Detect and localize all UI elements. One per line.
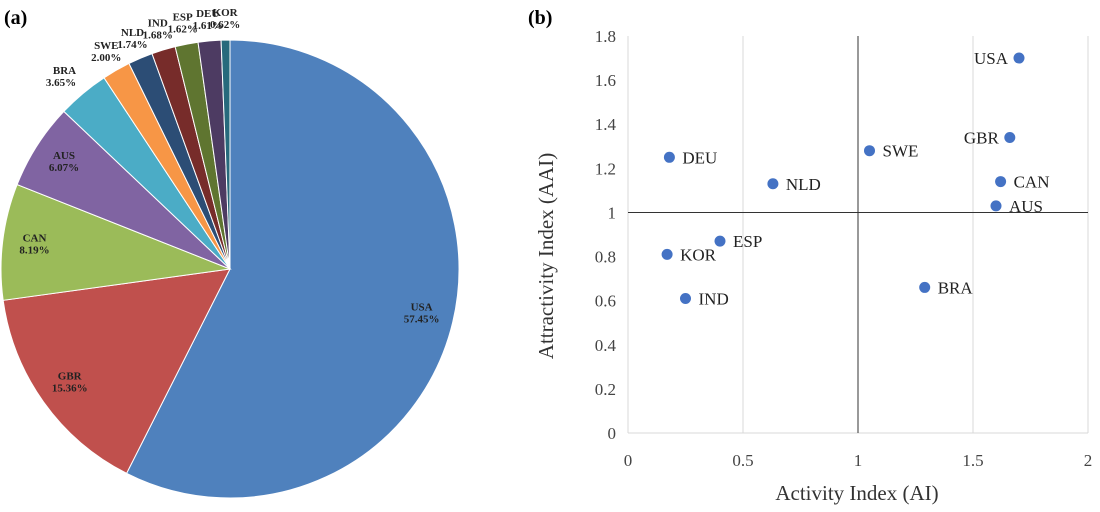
x-tick-label-2: 1 xyxy=(854,451,863,470)
pie-label-aus: AUS 6.07% xyxy=(49,150,79,174)
pie-slice-gbr xyxy=(2,268,231,475)
point-nld xyxy=(767,178,779,190)
point-aus xyxy=(990,200,1002,212)
y-tick-label-8: 1.6 xyxy=(595,71,616,90)
y-tick-label-3: 0.6 xyxy=(595,292,616,311)
pie-label-deu: DEU 1.61% xyxy=(193,8,223,32)
point-can xyxy=(995,176,1007,188)
point-ind xyxy=(680,292,691,304)
pie-label-bra: BRA 3.65% xyxy=(46,65,76,89)
scatter-reference-lines xyxy=(628,36,1088,433)
point-label-ind: IND xyxy=(699,289,729,308)
pie-label-swe: SWE 2.00% xyxy=(91,40,121,64)
pie-slice-can xyxy=(0,183,232,301)
pie-label-ind: IND 1.68% xyxy=(143,18,173,42)
x-tick-label-1: 0.5 xyxy=(732,451,753,470)
pie-slice-kor xyxy=(220,39,231,270)
panel-a-label: (a) xyxy=(4,7,27,29)
pie-slices xyxy=(0,39,460,499)
y-tick-label-6: 1.2 xyxy=(595,159,616,178)
y-tick-label-2: 0.4 xyxy=(595,336,617,355)
point-label-usa: USA xyxy=(974,49,1009,68)
point-label-deu: DEU xyxy=(682,148,717,167)
point-label-nld: NLD xyxy=(786,175,821,194)
point-label-swe: SWE xyxy=(883,142,919,161)
x-tick-label-0: 0 xyxy=(624,451,633,470)
point-label-aus: AUS xyxy=(1009,197,1043,216)
scatter-points: USA GBR CAN AUS SWE BRA DEU NLD ESP KOR IND xyxy=(661,49,1050,308)
pie-chart: USA 57.45% GBR 15.36% CAN 8.19% AUS 6.07% BRA 3.6… xyxy=(0,7,460,499)
point-label-esp: ESP xyxy=(733,232,762,251)
y-tick-label-9: 1.8 xyxy=(595,27,616,46)
panel-b-label: (b) xyxy=(528,7,552,29)
point-gbr xyxy=(1004,131,1016,143)
pie-label-usa: USA 57.45% xyxy=(404,302,440,326)
x-axis-title: Activity Index (AI) xyxy=(775,481,938,505)
point-deu xyxy=(663,151,675,163)
y-tick-label-0: 0 xyxy=(608,424,617,443)
pie-label-gbr: GBR 15.36% xyxy=(52,370,88,394)
pie-slice-usa xyxy=(125,39,460,499)
point-kor xyxy=(661,248,673,260)
x-tick-label-3: 1.5 xyxy=(962,451,983,470)
pie-label-nld: NLD 1.74% xyxy=(117,27,147,51)
point-label-gbr: GBR xyxy=(964,128,1000,147)
point-label-bra: BRA xyxy=(938,278,974,297)
point-label-kor: KOR xyxy=(680,245,717,264)
pie-labels: USA 57.45% GBR 15.36% CAN 8.19% AUS 6.07% BRA 3.6… xyxy=(19,7,439,394)
point-bra xyxy=(919,281,931,293)
pie-label-esp: ESP 1.62% xyxy=(168,12,198,36)
y-tick-label-7: 1.4 xyxy=(595,115,617,134)
y-tick-label-1: 0.2 xyxy=(595,380,616,399)
point-label-can: CAN xyxy=(1014,173,1050,192)
point-swe xyxy=(864,145,875,157)
scatter-ticks: 0 0.5 1 1.5 2 0 0.2 0.4 0.6 0.8 1 1.2 1.4 1.6 1.8 xyxy=(595,27,1093,470)
x-tick-label-4: 2 xyxy=(1084,451,1093,470)
scatter-chart: 0 0.5 1 1.5 2 0 0.2 0.4 0.6 0.8 1 1.2 1.4 1.6 1.8 USA G… xyxy=(534,27,1092,505)
pie-label-can: CAN 8.19% xyxy=(19,232,49,256)
y-tick-label-4: 0.8 xyxy=(595,248,616,267)
point-usa xyxy=(1013,52,1025,64)
point-esp xyxy=(714,235,726,247)
y-tick-label-5: 1 xyxy=(608,203,617,222)
y-axis-title: Attractivity Index (AAI) xyxy=(534,153,558,359)
pie-label-kor: KOR 0.62% xyxy=(210,7,240,31)
